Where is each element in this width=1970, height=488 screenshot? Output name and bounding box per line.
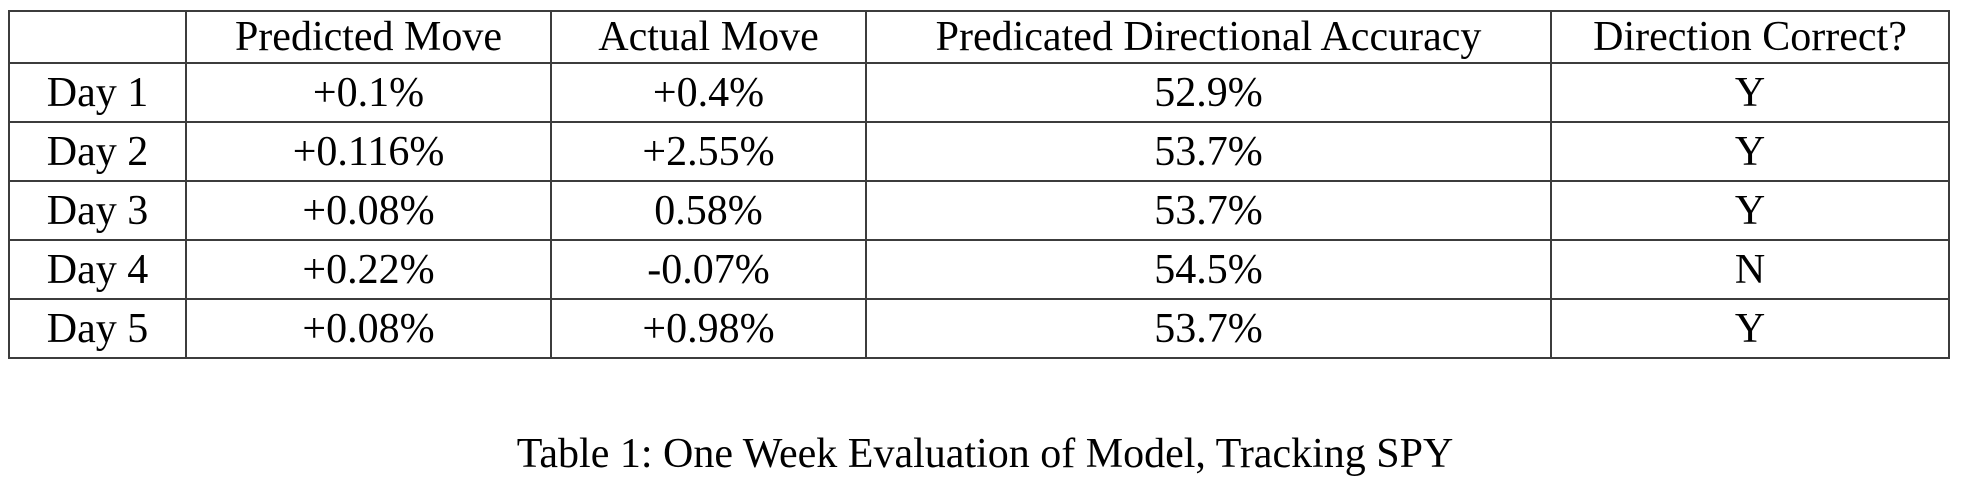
cell-predicted-move: +0.08%: [185, 298, 552, 359]
table-row-day-5: Day 5 +0.08% +0.98% 53.7% Y: [8, 298, 1950, 359]
row-label: Day 1: [8, 62, 187, 123]
cell-direction-correct: Y: [1550, 62, 1950, 123]
header-cell-directional-accuracy: Predicated Directional Accuracy: [865, 10, 1552, 64]
cell-actual-move: +2.55%: [550, 121, 867, 182]
table-row-day-2: Day 2 +0.116% +2.55% 53.7% Y: [8, 121, 1950, 182]
cell-predicted-move: +0.1%: [185, 62, 552, 123]
cell-predicted-move: +0.08%: [185, 180, 552, 241]
cell-actual-move: +0.4%: [550, 62, 867, 123]
cell-directional-accuracy: 52.9%: [865, 62, 1552, 123]
header-cell-predicted-move: Predicted Move: [185, 10, 552, 64]
header-cell-empty: [8, 10, 187, 64]
cell-directional-accuracy: 53.7%: [865, 180, 1552, 241]
cell-predicted-move: +0.22%: [185, 239, 552, 300]
cell-directional-accuracy: 53.7%: [865, 121, 1552, 182]
row-label: Day 2: [8, 121, 187, 182]
cell-direction-correct: Y: [1550, 298, 1950, 359]
table-row-day-3: Day 3 +0.08% 0.58% 53.7% Y: [8, 180, 1950, 241]
row-label: Day 4: [8, 239, 187, 300]
cell-predicted-move: +0.116%: [185, 121, 552, 182]
header-cell-actual-move: Actual Move: [550, 10, 867, 64]
evaluation-table: Predicted Move Actual Move Predicated Di…: [8, 10, 1950, 359]
table-row-day-1: Day 1 +0.1% +0.4% 52.9% Y: [8, 62, 1950, 123]
cell-direction-correct: Y: [1550, 121, 1950, 182]
cell-direction-correct: Y: [1550, 180, 1950, 241]
cell-direction-correct: N: [1550, 239, 1950, 300]
cell-actual-move: 0.58%: [550, 180, 867, 241]
table-caption: Table 1: One Week Evaluation of Model, T…: [516, 431, 1454, 477]
row-label: Day 3: [8, 180, 187, 241]
cell-actual-move: -0.07%: [550, 239, 867, 300]
table-row-day-4: Day 4 +0.22% -0.07% 54.5% N: [8, 239, 1950, 300]
row-label: Day 5: [8, 298, 187, 359]
header-row: Predicted Move Actual Move Predicated Di…: [8, 10, 1950, 64]
cell-actual-move: +0.98%: [550, 298, 867, 359]
cell-directional-accuracy: 54.5%: [865, 239, 1552, 300]
header-cell-direction-correct: Direction Correct?: [1550, 10, 1950, 64]
cell-directional-accuracy: 53.7%: [865, 298, 1552, 359]
